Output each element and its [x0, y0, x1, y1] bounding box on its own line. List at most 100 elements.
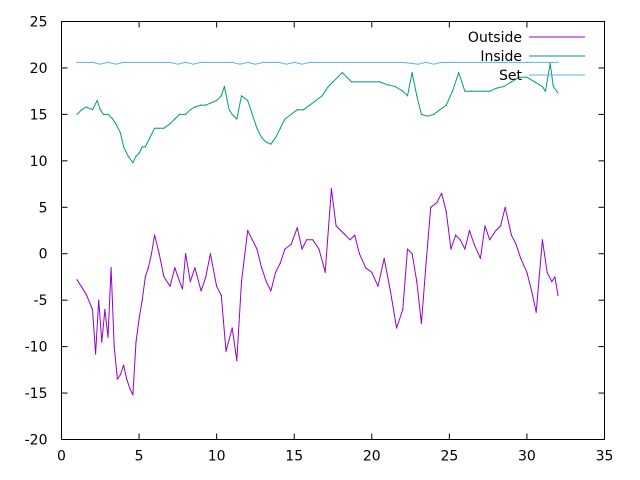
data-point-set — [278, 61, 280, 64]
data-point-outside — [510, 234, 512, 236]
data-point-inside — [416, 95, 418, 97]
data-point-inside — [451, 90, 454, 92]
data-point-inside — [144, 146, 146, 148]
data-point-set — [425, 61, 427, 64]
data-point-inside — [445, 104, 447, 106]
data-point-outside — [504, 206, 506, 208]
data-point-outside — [225, 350, 227, 352]
data-point-set — [262, 61, 264, 64]
x-tick-label: 15 — [285, 449, 303, 465]
data-point-outside — [500, 225, 502, 227]
data-point-outside — [104, 308, 106, 311]
data-point-outside — [95, 353, 97, 355]
data-point-set — [557, 61, 559, 64]
x-tick-label: 35 — [596, 449, 614, 465]
data-point-inside — [115, 123, 117, 125]
data-point-outside — [365, 267, 367, 269]
data-point-outside — [150, 253, 153, 255]
data-point-outside — [163, 276, 165, 278]
data-point-outside — [76, 279, 78, 281]
data-point-outside — [546, 271, 548, 273]
data-point-outside — [340, 229, 342, 232]
data-point-inside — [205, 104, 207, 106]
y-tick-label: -20 — [25, 433, 48, 449]
data-point-set — [239, 63, 241, 65]
data-point-inside — [127, 155, 129, 157]
data-point-outside — [531, 290, 533, 292]
data-point-outside — [436, 202, 438, 204]
data-point-outside — [411, 253, 413, 255]
x-tick-label: 10 — [208, 449, 226, 465]
y-tick-label: -15 — [25, 386, 48, 402]
data-point-outside — [416, 281, 418, 283]
data-point-inside — [220, 95, 222, 97]
data-point-set — [99, 63, 101, 65]
data-point-inside — [378, 81, 381, 83]
data-point-outside — [284, 248, 286, 250]
y-tick-label: 20 — [30, 61, 48, 77]
data-point-outside — [335, 225, 337, 227]
data-point-inside — [138, 152, 140, 154]
data-point-inside — [265, 141, 267, 143]
data-point-inside — [346, 76, 348, 78]
data-point-outside — [371, 271, 373, 273]
data-point-inside — [119, 132, 122, 134]
series-lines — [76, 61, 559, 396]
data-point-inside — [96, 99, 98, 102]
data-point-inside — [411, 72, 413, 74]
data-point-outside — [489, 239, 491, 241]
data-point-inside — [302, 109, 305, 111]
y-tick-label: 25 — [30, 15, 48, 31]
data-point-set — [200, 61, 202, 64]
data-point-set — [549, 61, 551, 64]
data-point-outside — [349, 239, 351, 241]
data-point-outside — [473, 243, 475, 245]
data-point-outside — [200, 290, 202, 292]
data-point-set — [285, 63, 288, 65]
data-point-outside — [450, 248, 452, 250]
legend: Outside Inside Set — [468, 30, 585, 84]
y-tick-label: 0 — [39, 247, 48, 263]
data-point-inside — [439, 109, 441, 111]
data-point-inside — [470, 90, 472, 92]
data-point-inside — [510, 81, 512, 83]
data-point-outside — [330, 188, 332, 190]
data-point-inside — [163, 127, 165, 129]
data-point-inside — [223, 85, 225, 88]
data-point-outside — [123, 364, 125, 366]
data-point-set — [115, 63, 117, 65]
data-point-inside — [240, 95, 243, 97]
data-point-outside — [220, 294, 222, 297]
data-point-inside — [189, 109, 191, 111]
data-point-outside — [275, 271, 277, 273]
data-point-inside — [552, 85, 554, 88]
data-point-outside — [209, 253, 211, 255]
data-point-inside — [141, 146, 143, 148]
data-point-set — [107, 61, 109, 64]
data-point-set — [433, 63, 435, 65]
data-point-outside — [132, 394, 134, 396]
data-point-outside — [194, 267, 196, 269]
data-point-set — [402, 61, 404, 64]
data-point-inside — [363, 81, 365, 83]
data-point-inside — [458, 72, 460, 74]
data-point-outside — [354, 234, 356, 236]
data-point-outside — [406, 248, 409, 250]
data-point-outside — [479, 257, 481, 259]
data-point-outside — [119, 373, 122, 376]
data-point-outside — [126, 378, 128, 380]
data-point-set — [301, 63, 303, 65]
data-point-set — [417, 63, 419, 65]
y-tick-label: 15 — [30, 107, 48, 123]
data-point-outside — [495, 229, 497, 232]
data-point-inside — [158, 127, 160, 129]
data-point-inside — [557, 92, 559, 94]
data-point-set — [91, 61, 94, 64]
data-point-outside — [468, 229, 471, 232]
data-point-set — [293, 61, 295, 64]
data-point-outside — [144, 276, 146, 278]
data-point-outside — [177, 276, 179, 278]
x-tick-label: 0 — [57, 449, 66, 465]
data-point-outside — [91, 308, 94, 311]
plot-frame — [61, 21, 605, 440]
